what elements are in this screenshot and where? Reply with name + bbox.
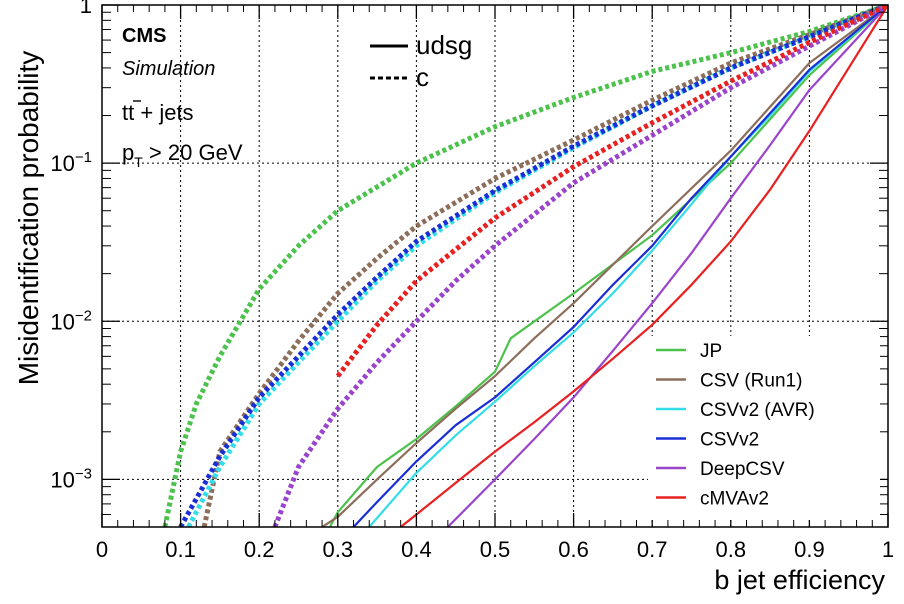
curve-udsg-jp [328,5,888,527]
y-tick-label: 10−2 [50,307,92,334]
legend: JP CSV (Run1) CSVv2 (AVR) CSVv2 DeepCSV cMVAv… [648,336,880,520]
y-axis-label: Misidentification probability [13,51,44,386]
style-legend: udsg c [370,30,472,92]
x-tick-label: 0 [96,537,108,562]
curve-udsg-csvv2-avr [368,5,888,527]
x-tick-label: 0.6 [558,537,589,562]
legend-label-deepcsv: DeepCSV [700,459,785,480]
curves [162,5,888,527]
status-label: Simulation [122,58,215,80]
x-axis-label: b jet efficiency [714,565,885,595]
legend-label-csvv2: CSVv2 [700,430,759,451]
x-tick-label: 0.1 [165,537,196,562]
curve-c-csvv2-avr [186,5,888,527]
y-tick-label: 1 [80,0,92,18]
curve-udsg-csvv2 [352,5,888,527]
x-tick-label: 0.9 [794,537,825,562]
curve-c-cmvav2 [335,5,888,378]
x-tick-label: 0.3 [323,537,354,562]
axis-ticks [101,4,889,527]
x-tick-label: 0.5 [480,537,511,562]
process-label: tt + jets [122,100,194,125]
curve-c-jp [162,5,888,527]
curve-udsg-csv-run1 [321,5,888,527]
y-tick-label: 10−3 [50,465,92,492]
curve-udsg-cmvav2 [400,5,888,527]
x-tick-labels: 0 0.1 0.2 0.3 0.4 0.5 0.6 0.7 0.8 0.9 1 [96,537,894,562]
x-tick-label: 0.8 [716,537,747,562]
x-tick-label: 0.4 [401,537,432,562]
legend-label-jp: JP [700,341,722,362]
curve-c-deepcsv [272,5,888,527]
legend-box [648,336,880,520]
style-legend-udsg: udsg [416,30,472,60]
curve-udsg-deepcsv [447,5,888,527]
legend-label-csvv2-avr: CSVv2 (AVR) [700,400,815,421]
y-tick-label: 10−1 [50,149,92,176]
x-tick-label: 1 [882,537,894,562]
cut-label: pT > 20 GeV [122,140,243,170]
legend-label-cmvav2: cMVAv2 [700,489,769,510]
style-legend-c: c [416,62,429,92]
legend-label-csv-run1: CSV (Run1) [700,371,802,392]
curve-c-csvv2 [178,5,888,527]
curve-c-csv-run1 [201,5,888,527]
y-tick-labels: 10−3 10−2 10−1 1 [50,0,92,492]
x-tick-label: 0.7 [637,537,668,562]
tbar-glyph: t [128,100,134,125]
experiment-label: CMS [122,25,166,47]
x-tick-label: 0.2 [244,537,275,562]
